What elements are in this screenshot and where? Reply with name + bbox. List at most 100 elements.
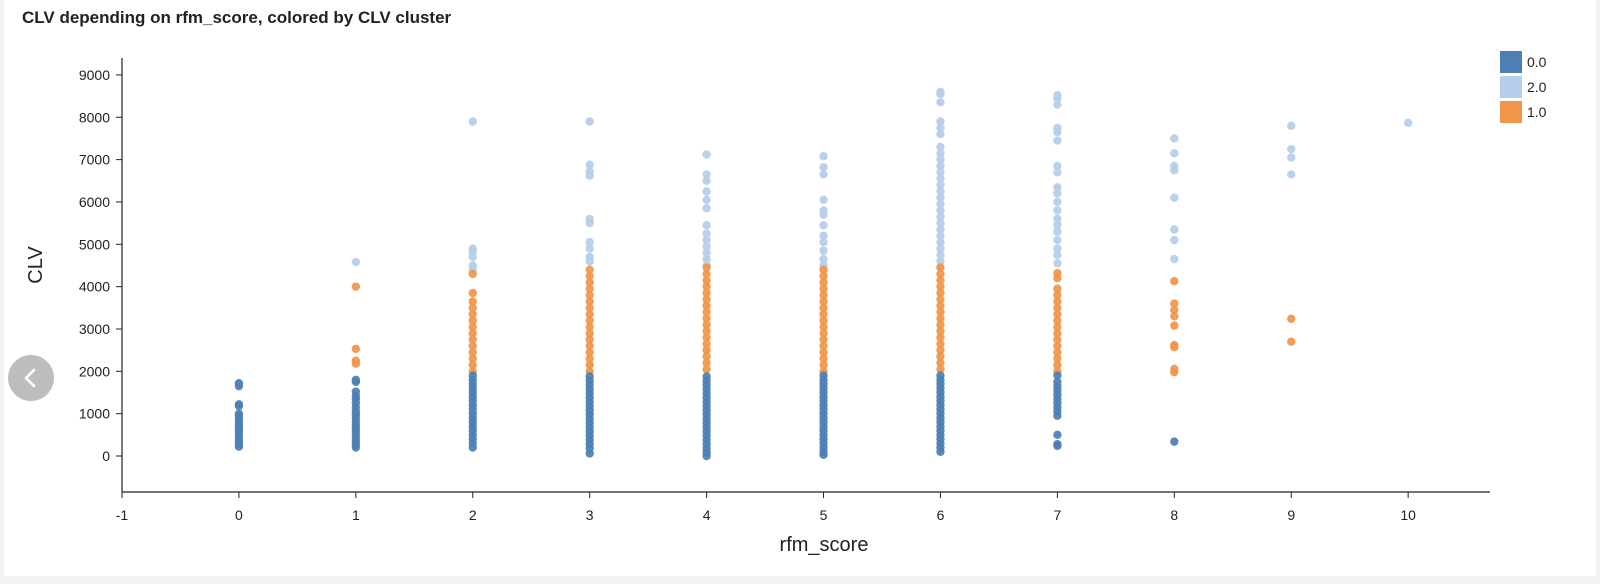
data-point — [819, 341, 828, 351]
data-point — [1287, 314, 1296, 324]
x-tick-label: 0 — [235, 507, 243, 523]
data-points — [234, 87, 1413, 461]
data-point — [819, 450, 828, 459]
data-point — [702, 326, 711, 336]
data-point — [936, 187, 945, 196]
data-point — [1053, 127, 1062, 137]
x-tick-label: 8 — [1170, 507, 1178, 523]
data-point — [585, 278, 594, 287]
data-point — [936, 155, 945, 164]
data-point — [936, 212, 945, 221]
data-point — [1287, 337, 1296, 346]
data-point — [468, 303, 477, 313]
data-point — [468, 354, 477, 363]
data-point — [819, 335, 828, 344]
data-point — [702, 339, 711, 349]
data-point — [936, 218, 945, 228]
data-point — [1053, 360, 1062, 370]
data-point — [1053, 259, 1062, 268]
data-point — [936, 142, 945, 152]
data-point — [702, 320, 711, 329]
legend-swatch — [1500, 51, 1522, 73]
data-point — [1170, 134, 1179, 143]
axes: 0 1000 2000 3000 4000 5000 6000 7000 8000 9000 -1 0… — [25, 58, 1490, 556]
data-point — [1170, 225, 1179, 234]
data-point — [1287, 144, 1296, 154]
data-point — [1053, 189, 1062, 198]
data-point — [468, 252, 477, 262]
data-point — [585, 449, 594, 458]
data-point — [1053, 136, 1062, 145]
data-point — [1053, 354, 1062, 363]
data-point — [936, 237, 945, 247]
chart-title: CLV depending on rfm_score, colored by C… — [22, 8, 452, 27]
data-point — [585, 244, 594, 253]
data-point — [351, 257, 361, 267]
y-tick-label: 8000 — [79, 109, 110, 125]
data-point — [702, 345, 711, 355]
data-point — [351, 443, 361, 452]
data-point — [585, 303, 594, 313]
data-point — [936, 174, 945, 183]
data-point — [1053, 168, 1062, 177]
data-point — [936, 345, 945, 355]
previous-button[interactable] — [8, 355, 54, 401]
data-point — [936, 320, 945, 329]
data-point — [936, 98, 945, 107]
data-point — [585, 335, 594, 344]
data-point — [1053, 316, 1062, 325]
data-point — [1053, 341, 1062, 351]
data-point — [1170, 193, 1179, 202]
data-point — [1053, 430, 1062, 440]
data-point — [1053, 100, 1062, 109]
data-point — [351, 377, 361, 387]
data-point — [702, 221, 711, 230]
data-point — [936, 339, 945, 349]
y-tick-label: 3000 — [79, 321, 110, 337]
data-point — [1053, 221, 1062, 230]
data-point — [1053, 309, 1062, 319]
y-tick-label: 7000 — [79, 152, 110, 168]
data-point — [702, 187, 711, 196]
data-point — [936, 231, 945, 241]
data-point — [1170, 305, 1179, 315]
data-point — [1170, 321, 1179, 330]
data-point — [936, 295, 945, 304]
data-point — [468, 288, 477, 298]
data-point — [1053, 244, 1062, 253]
x-axis-title: rfm_score — [780, 534, 869, 556]
data-point — [585, 160, 594, 169]
data-point — [702, 263, 711, 272]
legend: 0.0 2.0 1.0 — [1500, 51, 1547, 123]
data-point — [1170, 149, 1179, 158]
data-point — [819, 348, 828, 357]
y-tick-label: 6000 — [79, 194, 110, 210]
data-point — [936, 326, 945, 336]
data-point — [234, 442, 244, 451]
data-point — [585, 218, 594, 228]
data-point — [468, 443, 477, 452]
data-point — [819, 303, 828, 313]
data-point — [1287, 121, 1296, 130]
data-point — [819, 297, 828, 306]
data-point — [936, 199, 945, 209]
data-point — [1170, 437, 1179, 446]
y-axis-title: CLV — [25, 246, 47, 284]
y-tick-label: 0 — [102, 448, 110, 464]
data-point — [1170, 342, 1179, 352]
data-point — [585, 265, 594, 274]
data-point — [234, 401, 244, 411]
data-point — [819, 309, 828, 319]
data-point — [702, 282, 711, 291]
data-point — [819, 278, 828, 287]
legend-label: 2.0 — [1527, 79, 1547, 95]
data-point — [819, 163, 828, 172]
data-point — [936, 117, 945, 126]
data-point — [468, 335, 477, 344]
data-point — [1053, 290, 1062, 300]
data-point — [468, 269, 477, 279]
data-point — [936, 206, 945, 215]
data-point — [702, 254, 711, 264]
data-point — [1287, 170, 1296, 179]
data-point — [585, 348, 594, 357]
